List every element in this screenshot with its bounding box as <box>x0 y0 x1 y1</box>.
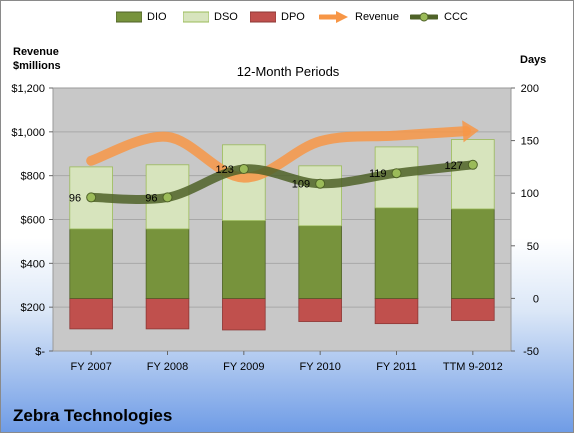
legend-label-dso: DSO <box>214 11 238 23</box>
ccc-point <box>315 178 326 189</box>
legend-label-ccc: CCC <box>444 11 468 23</box>
legend: DIO DSO DPO Revenue CCC <box>1 9 573 27</box>
left-axis-tick-label: $200 <box>21 302 45 314</box>
bar-dio <box>69 228 113 299</box>
right-axis-tick-label: 50 <box>527 241 539 253</box>
x-axis-tick-label: FY 2008 <box>147 361 188 373</box>
ccc-data-label: 127 <box>444 160 462 172</box>
ccc-point <box>391 168 402 179</box>
left-axis-tick-label: $400 <box>21 258 45 270</box>
bar-dio <box>145 228 190 299</box>
ccc-point <box>238 164 249 175</box>
left-axis-tick-label: $800 <box>21 171 45 183</box>
legend-swatch-dpo <box>250 11 276 23</box>
bar-dso <box>451 139 495 210</box>
right-axis-tick-label: -50 <box>523 346 539 358</box>
legend-label-dpo: DPO <box>281 11 305 23</box>
bar-dpo <box>451 297 495 321</box>
x-axis-tick-label: FY 2010 <box>299 361 340 373</box>
left-axis-tick-label: $- <box>35 346 45 358</box>
ccc-data-label: 123 <box>215 164 233 176</box>
revenue-arrowhead <box>462 120 479 143</box>
left-axis-tick-label: $1,000 <box>11 127 45 139</box>
ccc-data-label: 96 <box>69 192 81 204</box>
legend-label-revenue: Revenue <box>355 11 400 23</box>
left-axis-title-line2: $millions <box>13 60 61 72</box>
right-axis-tick-label: 100 <box>521 188 539 200</box>
left-axis-title-line1: Revenue <box>13 46 59 58</box>
company-name: Zebra Technologies <box>13 406 173 425</box>
revenue-line <box>86 126 472 183</box>
ccc-point <box>162 192 173 203</box>
right-axis-tick-label: 200 <box>521 83 539 95</box>
left-axis-tick-label: $600 <box>21 215 45 227</box>
legend-swatch-revenue <box>319 11 348 23</box>
right-axis-title: Days <box>520 54 547 66</box>
left-axis-tick-label: $1,200 <box>11 83 45 95</box>
right-axis-tick-label: 0 <box>533 293 539 305</box>
ccc-data-label: 96 <box>145 192 157 204</box>
bar-dpo <box>69 297 113 330</box>
x-axis-tick-label: FY 2009 <box>223 361 264 373</box>
bar-dpo <box>145 297 190 330</box>
bar-dpo <box>298 297 342 322</box>
bar-dio <box>451 208 495 299</box>
ccc-point <box>86 192 97 203</box>
right-axis-tick-label: 150 <box>521 136 539 148</box>
bar-dio <box>298 225 342 299</box>
bar-dpo <box>222 297 266 331</box>
chart-subtitle: 12-Month Periods <box>236 64 340 79</box>
legend-label-dio: DIO <box>147 11 167 23</box>
x-axis-tick-label: FY 2007 <box>70 361 111 373</box>
bar-dso <box>222 144 266 221</box>
ccc-data-label: 119 <box>369 168 387 180</box>
bar-dio <box>374 207 419 299</box>
legend-swatch-dso <box>183 11 209 23</box>
ccc-data-label: 109 <box>292 179 310 191</box>
legend-swatch-dio <box>116 11 142 23</box>
bar-dso <box>298 165 342 227</box>
bar-dio <box>222 220 266 299</box>
x-axis-tick-label: TTM 9-2012 <box>443 361 503 373</box>
x-axis-tick-label: FY 2011 <box>376 361 417 373</box>
bar-dpo <box>374 297 419 325</box>
ccc-point <box>467 159 478 170</box>
legend-swatch-ccc <box>410 12 438 22</box>
